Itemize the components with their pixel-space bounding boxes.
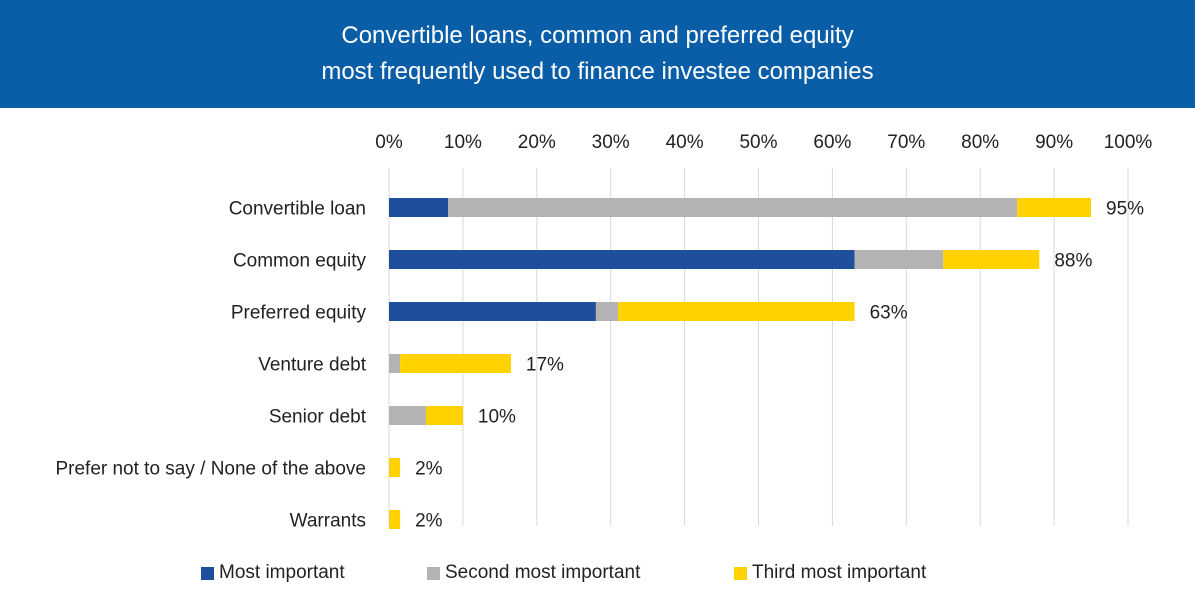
category-label: Common equity: [233, 251, 367, 272]
legend-label: Second most important: [445, 562, 641, 583]
stacked-bar-chart: 0% 10% 20% 30% 40% 50% 60% 70% 80% 90% 100% Conver…: [55, 132, 1152, 532]
bar-segment-second-most-important: [389, 354, 401, 373]
category-label: Preferred equity: [231, 303, 367, 324]
x-tick-label: 70%: [887, 132, 925, 153]
chart-title-line-1: Convertible loans, common and preferred …: [341, 22, 854, 49]
bar-segment-third-most-important: [400, 354, 511, 373]
legend-item: Second most important: [427, 562, 640, 584]
x-tick-label: 10%: [444, 132, 482, 153]
x-tick-label: 0%: [375, 132, 403, 153]
bar-segment-second-most-important: [448, 198, 1018, 217]
category-label: Warrants: [290, 511, 366, 532]
total-data-label: 88%: [1054, 251, 1092, 272]
legend-item: Third most important: [734, 562, 926, 584]
bar-segment-most-important: [389, 302, 596, 321]
category-label: Convertible loan: [229, 199, 366, 220]
legend-swatch: [201, 566, 214, 580]
x-tick-label: 30%: [592, 132, 630, 153]
x-tick-label: 60%: [813, 132, 851, 153]
x-axis-tick-labels: 0% 10% 20% 30% 40% 50% 60% 70% 80% 90% 100%: [375, 132, 1152, 153]
bar-segment-third-most-important: [389, 458, 401, 477]
x-tick-label: 50%: [739, 132, 777, 153]
bars: [389, 198, 1092, 529]
chart-title-banner: Convertible loans, common and preferred …: [0, 0, 1195, 108]
bar-segment-third-most-important: [1017, 198, 1092, 217]
x-tick-label: 90%: [1035, 132, 1073, 153]
total-data-label: 95%: [1106, 199, 1144, 220]
category-label: Prefer not to say / None of the above: [55, 459, 366, 480]
gridlines: [388, 168, 1129, 526]
legend-swatch: [427, 566, 440, 580]
bar-segment-third-most-important: [389, 510, 401, 529]
chart-title-line-2: most frequently used to finance investee…: [321, 58, 874, 85]
total-data-label: 63%: [870, 303, 908, 324]
x-tick-label: 20%: [518, 132, 556, 153]
bar-segment-most-important: [389, 250, 855, 269]
bar-segment-third-most-important: [943, 250, 1040, 269]
bar-segment-third-most-important: [618, 302, 855, 321]
bar-segment-second-most-important: [854, 250, 944, 269]
x-tick-label: 40%: [666, 132, 704, 153]
legend-item: Most important: [201, 562, 345, 584]
legend-label: Most important: [219, 562, 345, 583]
bar-segment-third-most-important: [425, 406, 463, 425]
category-labels: Convertible loan Common equity Preferred e…: [55, 199, 366, 532]
total-data-label: 2%: [415, 459, 443, 480]
legend-swatch: [734, 566, 747, 580]
bar-segment-most-important: [389, 198, 449, 217]
category-label: Senior debt: [269, 407, 367, 428]
legend-label: Third most important: [752, 562, 927, 583]
x-tick-label: 80%: [961, 132, 999, 153]
category-label: Venture debt: [258, 355, 366, 376]
bar-segment-second-most-important: [595, 302, 619, 321]
total-data-label: 17%: [526, 355, 564, 376]
total-data-label: 2%: [415, 511, 443, 532]
legend: Most important Second most important Third…: [0, 562, 1195, 590]
bar-segment-second-most-important: [389, 406, 426, 425]
x-tick-label: 100%: [1104, 132, 1153, 153]
total-labels: 95% 88% 63% 17% 10% 2% 2%: [415, 199, 1144, 532]
total-data-label: 10%: [478, 407, 516, 428]
